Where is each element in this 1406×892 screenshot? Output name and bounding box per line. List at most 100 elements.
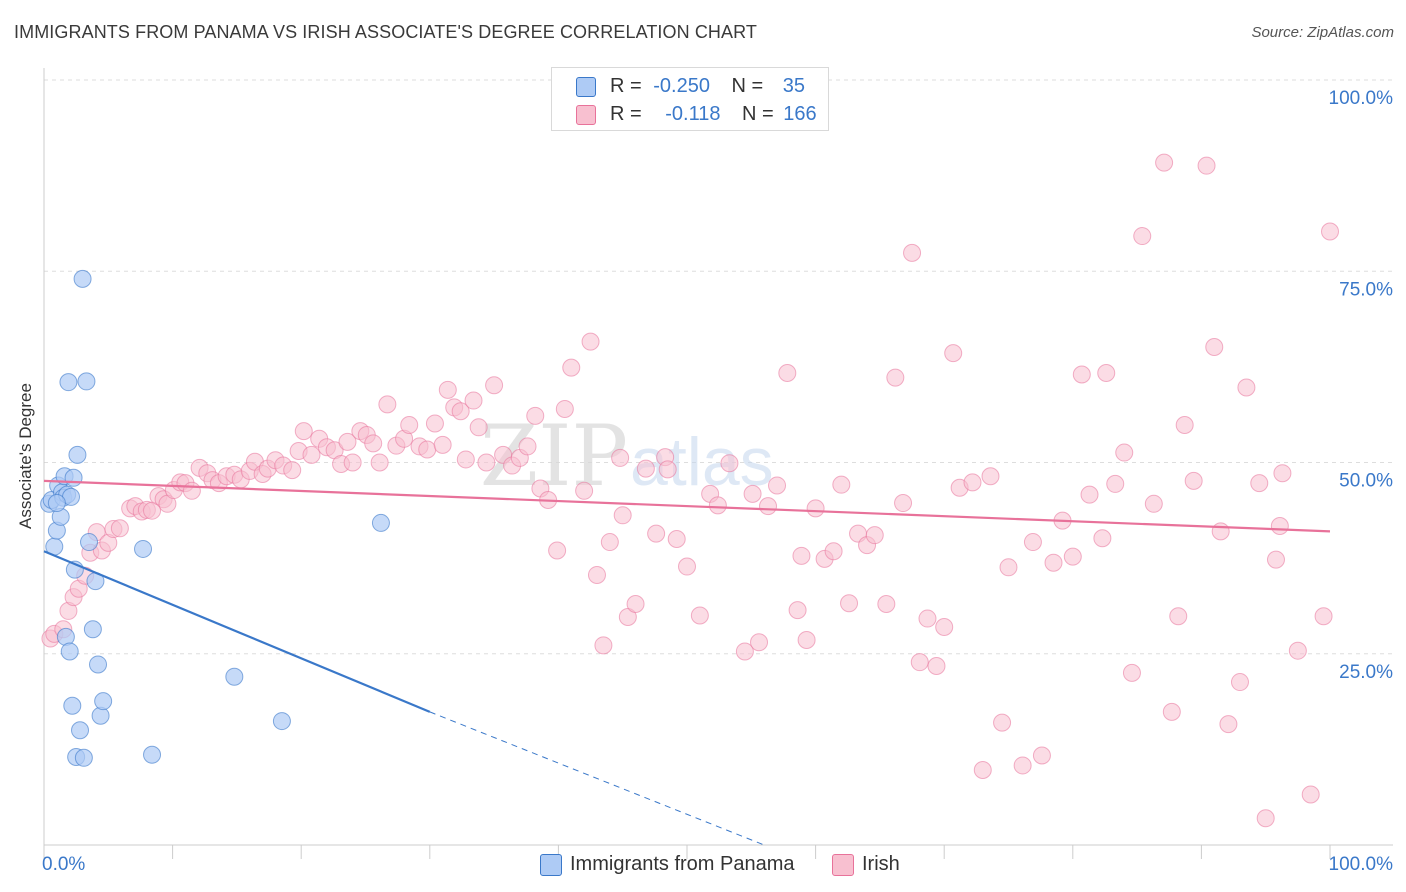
irish-point (788, 601, 807, 620)
legend-n-label: N = (731, 75, 764, 97)
irish-point (1301, 785, 1320, 804)
irish-point (575, 481, 594, 500)
irish-point (735, 642, 754, 661)
panama-trend-line (43, 550, 431, 713)
irish-point (1211, 522, 1230, 541)
irish-point (1266, 550, 1285, 569)
legend-r-value-irish: -0.118 (665, 103, 721, 125)
panama-point (225, 667, 244, 686)
irish-point (792, 546, 811, 565)
irish-point (613, 506, 632, 525)
irish-point (302, 445, 321, 464)
irish-point (1169, 607, 1188, 626)
irish-point (1155, 153, 1174, 172)
irish-point (1097, 363, 1116, 382)
irish-point (636, 459, 655, 478)
irish-point (1122, 663, 1141, 682)
irish-point (918, 609, 937, 628)
irish-point (464, 391, 483, 410)
panama-point (83, 620, 102, 639)
panama-point (63, 696, 82, 715)
irish-point (1321, 222, 1339, 241)
irish-point (1080, 485, 1099, 504)
irish-point (840, 594, 859, 613)
legend-n-label: N = (742, 103, 774, 125)
irish-point (477, 453, 496, 472)
irish-point (1072, 365, 1091, 384)
irish-point (456, 450, 475, 469)
y-tick-label: 25.0% (1339, 662, 1393, 683)
panama-point (74, 748, 93, 767)
irish-point (832, 475, 851, 494)
irish-point (903, 243, 922, 262)
irish-point (364, 434, 383, 453)
irish-point (1106, 474, 1125, 493)
legend-swatch-panama (576, 77, 596, 97)
irish-point (1184, 471, 1203, 490)
irish-point (658, 460, 677, 479)
irish-point (910, 653, 929, 672)
irish-point (548, 541, 567, 560)
source-label: Source: ZipAtlas.com (1251, 24, 1394, 41)
irish-point (518, 437, 537, 456)
irish-point (425, 414, 444, 433)
panama-point (134, 539, 153, 558)
panama-point (89, 655, 108, 674)
irish-point (1044, 553, 1063, 572)
irish-trend-line (43, 479, 1331, 533)
irish-point (378, 395, 397, 414)
irish-point (182, 481, 201, 500)
irish-point (708, 496, 727, 515)
irish-point (1162, 702, 1181, 721)
irish-point (611, 448, 630, 467)
panama-point (94, 692, 113, 711)
irish-point (485, 376, 504, 395)
irish-point (768, 476, 787, 495)
y-tick-label: 50.0% (1339, 471, 1393, 492)
irish-point (1205, 337, 1224, 356)
bottom-legend-label-irish: Irish (862, 853, 900, 875)
irish-point (294, 422, 313, 441)
irish-point (935, 617, 954, 636)
irish-point (1197, 156, 1216, 175)
grid (44, 79, 1394, 655)
irish-point (1237, 378, 1256, 397)
irish-point (587, 565, 606, 584)
irish-point (1273, 464, 1292, 483)
irish-point (1314, 607, 1333, 626)
irish-point (759, 497, 778, 516)
irish-point (418, 440, 437, 459)
legend-r-label: R = (610, 75, 642, 97)
irish-point (1230, 673, 1249, 692)
irish-point (433, 435, 452, 454)
panama-point (64, 468, 83, 487)
bottom-legend-label-panama: Immigrants from Panama (570, 853, 795, 875)
irish-point (1115, 443, 1134, 462)
legend-r-value-panama: -0.250 (653, 75, 710, 97)
irish-point (581, 332, 600, 351)
irish-points (41, 153, 1339, 828)
irish-point (1270, 516, 1289, 535)
irish-point (400, 416, 419, 435)
irish-point (1032, 746, 1051, 765)
irish-point (1133, 227, 1152, 246)
panama-point (47, 494, 66, 513)
x-tick-label: 100.0% (1329, 854, 1394, 875)
chart-title: IMMIGRANTS FROM PANAMA VS IRISH ASSOCIAT… (14, 22, 758, 42)
panama-points (40, 269, 390, 767)
panama-point (371, 513, 390, 532)
panama-point (73, 269, 92, 288)
axes (43, 68, 1393, 859)
irish-point (1144, 494, 1163, 513)
irish-point (600, 533, 619, 552)
irish-point (824, 542, 843, 561)
irish-point (1093, 529, 1112, 548)
legend-r-label: R = (610, 103, 642, 125)
y-tick-label: 100.0% (1329, 88, 1394, 109)
irish-point (927, 656, 946, 675)
irish-point (562, 358, 581, 377)
irish-point (1219, 715, 1238, 734)
panama-point (272, 712, 291, 731)
irish-point (877, 595, 896, 614)
